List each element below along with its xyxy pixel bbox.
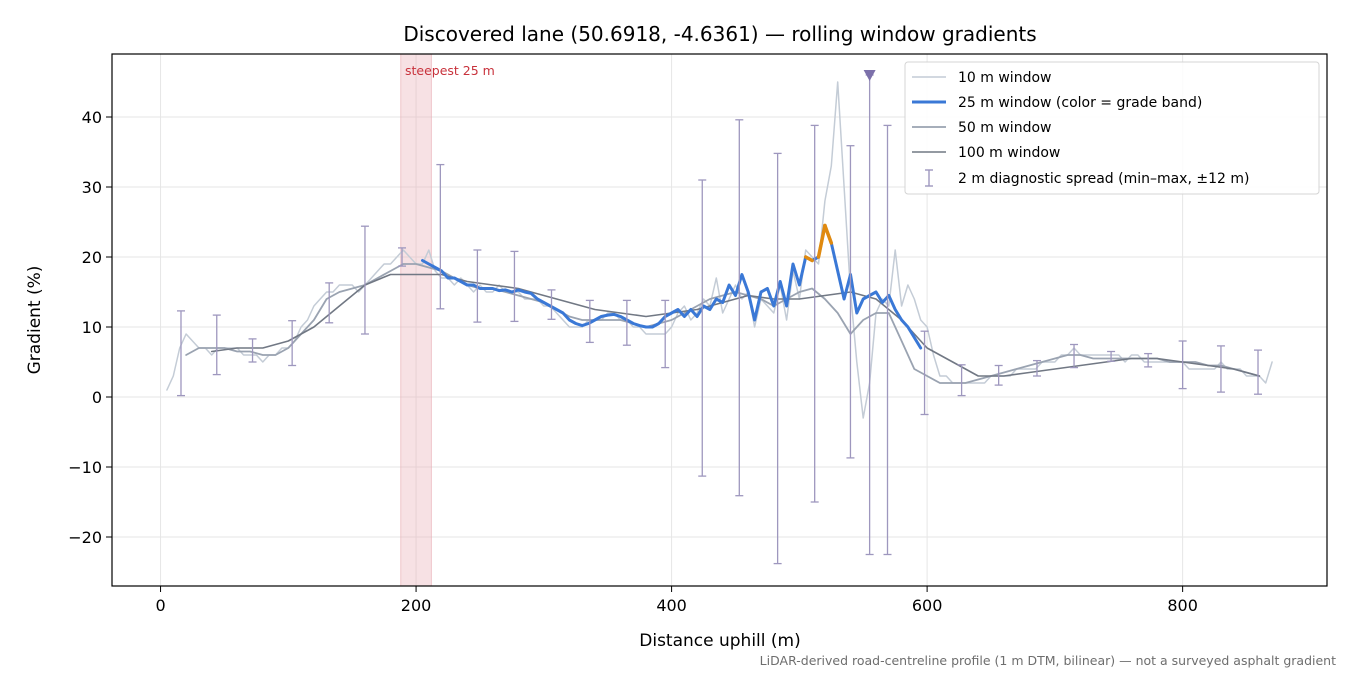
diagnostic-spread-bar bbox=[325, 282, 334, 324]
diagnostic-spread-bar bbox=[248, 338, 257, 363]
diagnostic-spread-bar bbox=[1144, 352, 1153, 368]
peak-marker-layer bbox=[863, 70, 876, 81]
diagnostic-spread-bar bbox=[920, 330, 929, 416]
diagnostic-spread-bar bbox=[957, 364, 966, 397]
series-100m-line bbox=[210, 273, 1261, 377]
diagnostic-spread-bars bbox=[176, 74, 1263, 565]
diagnostic-spread-bar bbox=[1178, 340, 1187, 390]
y-axis-ticks: −20 −10 0 10 20 30 40 bbox=[68, 108, 112, 547]
y-tick-label: 30 bbox=[82, 178, 102, 197]
diagnostic-spread-bar bbox=[288, 320, 297, 367]
x-tick-label: 200 bbox=[401, 596, 432, 615]
diagnostic-spread-bar bbox=[698, 179, 707, 477]
legend-label-50m: 50 m window bbox=[958, 120, 1051, 136]
legend-label-25m: 25 m window (color = grade band) bbox=[958, 95, 1202, 111]
diagnostic-spread-bar bbox=[360, 225, 369, 335]
diagnostic-spread-bar bbox=[773, 152, 782, 565]
peak-marker bbox=[863, 70, 876, 81]
x-axis-ticks: 0 200 400 600 800 bbox=[155, 586, 1198, 615]
series-25m-steep-segment bbox=[823, 223, 834, 245]
footnote: LiDAR-derived road-centreline profile (1… bbox=[760, 653, 1336, 668]
y-tick-label: −20 bbox=[68, 528, 102, 547]
diagnostic-spread-bar bbox=[473, 249, 482, 323]
diagnostic-spread-bar bbox=[1070, 343, 1079, 369]
x-tick-label: 600 bbox=[912, 596, 943, 615]
legend-label-100m: 100 m window bbox=[958, 145, 1060, 161]
y-tick-label: 40 bbox=[82, 108, 102, 127]
diagnostic-spread-bar bbox=[1032, 359, 1041, 377]
series-25m-steep-segment bbox=[803, 255, 814, 263]
legend-entry-10m: 10 m window bbox=[912, 70, 1051, 86]
diagnostic-spread-bar bbox=[1254, 349, 1263, 395]
diagnostic-spread-bar bbox=[1107, 350, 1116, 362]
diagnostic-spread-bar bbox=[846, 145, 855, 459]
y-tick-label: 20 bbox=[82, 248, 102, 267]
steepest-window-rect bbox=[400, 53, 432, 587]
legend-label-10m: 10 m window bbox=[958, 70, 1051, 86]
diagnostic-spread-bar bbox=[398, 247, 407, 267]
legend-entry-100m: 100 m window bbox=[912, 145, 1060, 161]
steepest-window-band bbox=[400, 53, 432, 587]
series-25m-steep-segment bbox=[816, 223, 827, 259]
legend-entry-spread: 2 m diagnostic spread (min–max, ±12 m) bbox=[925, 169, 1249, 187]
diagnostic-spread-bar bbox=[1216, 345, 1225, 393]
legend-box bbox=[904, 61, 1320, 195]
plot-area-frame bbox=[111, 53, 1328, 587]
diagnostic-spread-bar bbox=[176, 310, 185, 397]
diagnostic-spread-bar bbox=[547, 289, 556, 320]
legend: 10 m window 25 m window (color = grade b… bbox=[904, 61, 1320, 195]
x-axis-label: Distance uphill (m) bbox=[639, 631, 800, 651]
x-tick-label: 800 bbox=[1167, 596, 1198, 615]
diagnostic-spread-bar bbox=[622, 299, 631, 346]
diagnostic-spread-bar bbox=[735, 119, 744, 497]
y-tick-label: 10 bbox=[82, 318, 102, 337]
legend-entry-25m: 25 m window (color = grade band) bbox=[912, 95, 1202, 111]
diagnostic-spread-bar bbox=[994, 364, 1003, 386]
legend-entry-50m: 50 m window bbox=[912, 120, 1051, 136]
y-tick-label: 0 bbox=[92, 388, 102, 407]
diagnostic-spread-bar bbox=[661, 299, 670, 369]
diagnostic-spread-bar bbox=[883, 124, 892, 556]
y-axis-label: Gradient (%) bbox=[25, 266, 45, 375]
diagnostic-spread-bar bbox=[585, 299, 594, 344]
diagnostic-spread-bar bbox=[436, 163, 445, 310]
x-tick-label: 400 bbox=[656, 596, 687, 615]
series-25m-line bbox=[421, 224, 923, 350]
chart-title: Discovered lane (50.6918, -4.6361) — rol… bbox=[403, 22, 1036, 46]
y-tick-label: −10 bbox=[68, 458, 102, 477]
diagnostic-spread-bar bbox=[510, 250, 519, 323]
steepest-window-label: steepest 25 m bbox=[405, 63, 495, 78]
diagnostic-spread-bar bbox=[212, 314, 221, 376]
x-tick-label: 0 bbox=[155, 596, 165, 615]
legend-label-spread: 2 m diagnostic spread (min–max, ±12 m) bbox=[958, 171, 1249, 187]
diagnostic-spread-bar bbox=[810, 124, 819, 503]
